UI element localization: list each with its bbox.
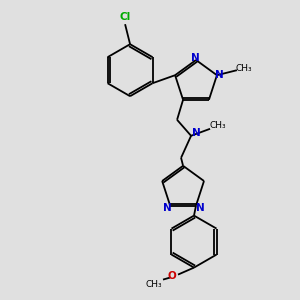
Text: N: N bbox=[190, 53, 200, 63]
Text: O: O bbox=[168, 271, 176, 281]
Text: CH₃: CH₃ bbox=[236, 64, 252, 73]
Text: N: N bbox=[214, 70, 223, 80]
Text: CH₃: CH₃ bbox=[146, 280, 162, 289]
Text: N: N bbox=[163, 202, 172, 213]
Text: CH₃: CH₃ bbox=[210, 121, 226, 130]
Text: Cl: Cl bbox=[119, 12, 131, 22]
Text: N: N bbox=[196, 202, 204, 213]
Text: N: N bbox=[192, 128, 200, 138]
